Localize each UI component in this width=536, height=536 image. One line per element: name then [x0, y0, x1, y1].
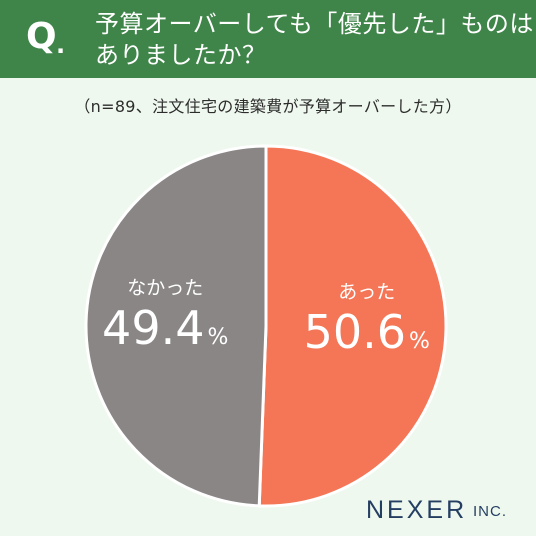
question-header: Q . 予算オーバーしても「優先した」ものは ありましたか？ [0, 0, 536, 78]
pie-slice-2 [84, 144, 268, 508]
sample-note: （n=89、注文住宅の建築費が予算オーバーした方） [74, 97, 462, 116]
question-mark-dot: . [56, 31, 66, 59]
question-text: 予算オーバーしても「優先した」ものは ありましたか？ [95, 9, 534, 71]
question-line-1: 予算オーバーしても「優先した」ものは [95, 10, 534, 38]
nexer-logo: NEXER [366, 496, 468, 524]
question-line-2: ありましたか？ [95, 41, 267, 69]
nexer-logo-suffix: INC. [473, 503, 507, 520]
slice-label-2: なかった [127, 277, 203, 299]
slice-value-1: 50.6% [304, 305, 430, 359]
slice-value-2: 49.4% [102, 301, 228, 355]
slice-label-1: あった [338, 281, 395, 303]
question-mark-letter: Q [26, 16, 57, 57]
pie-slice-1 [257, 144, 448, 508]
